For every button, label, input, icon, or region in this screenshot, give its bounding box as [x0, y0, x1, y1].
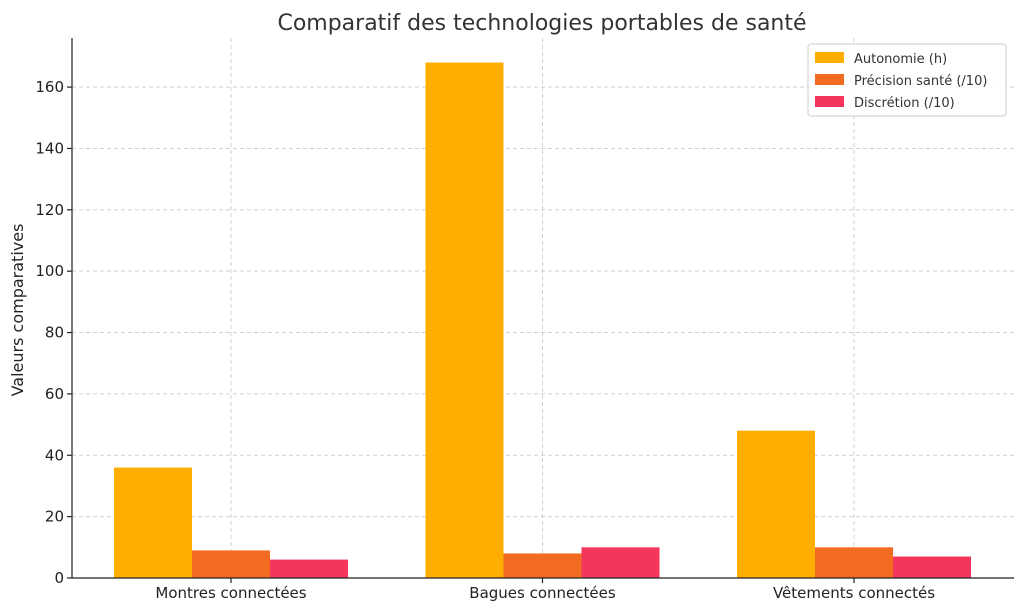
y-tick-label: 0	[54, 569, 64, 587]
tick-labels: 0 20 40 60 80 100 120 140 160 Montres connectées B…	[35, 78, 935, 602]
bar	[815, 547, 893, 578]
y-tick-label: 140	[35, 139, 64, 157]
x-tick-label: Montres connectées	[155, 584, 306, 602]
axes	[67, 38, 1014, 583]
y-tick-label: 60	[45, 385, 64, 403]
legend-swatch	[815, 52, 844, 63]
chart-title: Comparatif des technologies portables de…	[277, 11, 806, 36]
y-axis-label: Valeurs comparatives	[8, 224, 27, 397]
bar	[737, 430, 815, 578]
legend-label: Précision santé (/10)	[854, 74, 987, 89]
y-tick-label: 120	[35, 201, 64, 219]
y-tick-label: 100	[35, 262, 64, 280]
legend-swatch	[815, 96, 844, 107]
gridlines	[72, 38, 1014, 579]
bar	[581, 547, 660, 578]
legend-box	[807, 43, 1007, 117]
legend: Autonomie (h) Précision santé (/10) Discré…	[807, 43, 1007, 117]
y-tick-label: 160	[35, 78, 64, 96]
bar	[425, 62, 504, 578]
y-tick-label: 40	[45, 446, 64, 464]
legend-swatch	[815, 74, 844, 85]
y-tick-label: 80	[45, 324, 64, 342]
legend-label: Discrétion (/10)	[854, 96, 955, 111]
y-tick-label: 20	[45, 508, 64, 526]
bars	[114, 62, 971, 578]
legend-label: Autonomie (h)	[854, 52, 947, 67]
bar	[893, 556, 971, 578]
x-tick-label: Bagues connectées	[469, 584, 616, 602]
bar	[503, 553, 582, 578]
bar	[114, 467, 192, 578]
bar	[270, 559, 348, 578]
x-tick-label: Vêtements connectés	[773, 584, 935, 602]
bar	[192, 550, 270, 578]
